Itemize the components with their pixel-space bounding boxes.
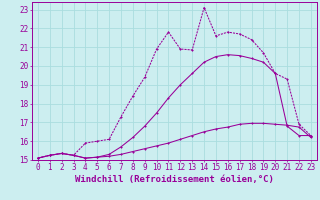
X-axis label: Windchill (Refroidissement éolien,°C): Windchill (Refroidissement éolien,°C) (75, 175, 274, 184)
